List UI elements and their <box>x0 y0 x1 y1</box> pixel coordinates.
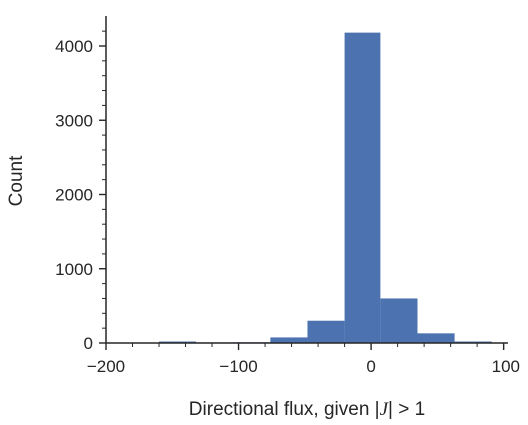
y-axis-label: Count <box>6 155 27 206</box>
y-tick-label: 3000 <box>55 111 93 130</box>
x-tick-label: −100 <box>219 357 257 376</box>
histogram-bar <box>270 337 308 343</box>
x-tick-label: −200 <box>87 357 125 376</box>
x-tick-label: 100 <box>492 357 520 376</box>
histogram-bar <box>417 333 455 343</box>
y-ticks: 0 1000 2000 3000 4000 <box>55 30 106 353</box>
y-tick-label: 4000 <box>55 37 93 56</box>
x-ticks: −200 −100 0 100 <box>87 343 520 376</box>
axes-group: 0 1000 2000 3000 4000 −200 −100 0 100 <box>55 16 520 376</box>
x-axis-label: Directional flux, given |J| > 1 <box>189 399 425 420</box>
y-tick-label: 1000 <box>55 260 93 279</box>
y-tick-label: 2000 <box>55 186 93 205</box>
y-tick-label: 0 <box>84 334 93 353</box>
histogram-bar <box>307 320 345 343</box>
histogram-bar <box>344 32 381 343</box>
x-tick-label: 0 <box>366 357 375 376</box>
bars-group <box>159 32 492 343</box>
histogram-bar <box>380 298 418 343</box>
